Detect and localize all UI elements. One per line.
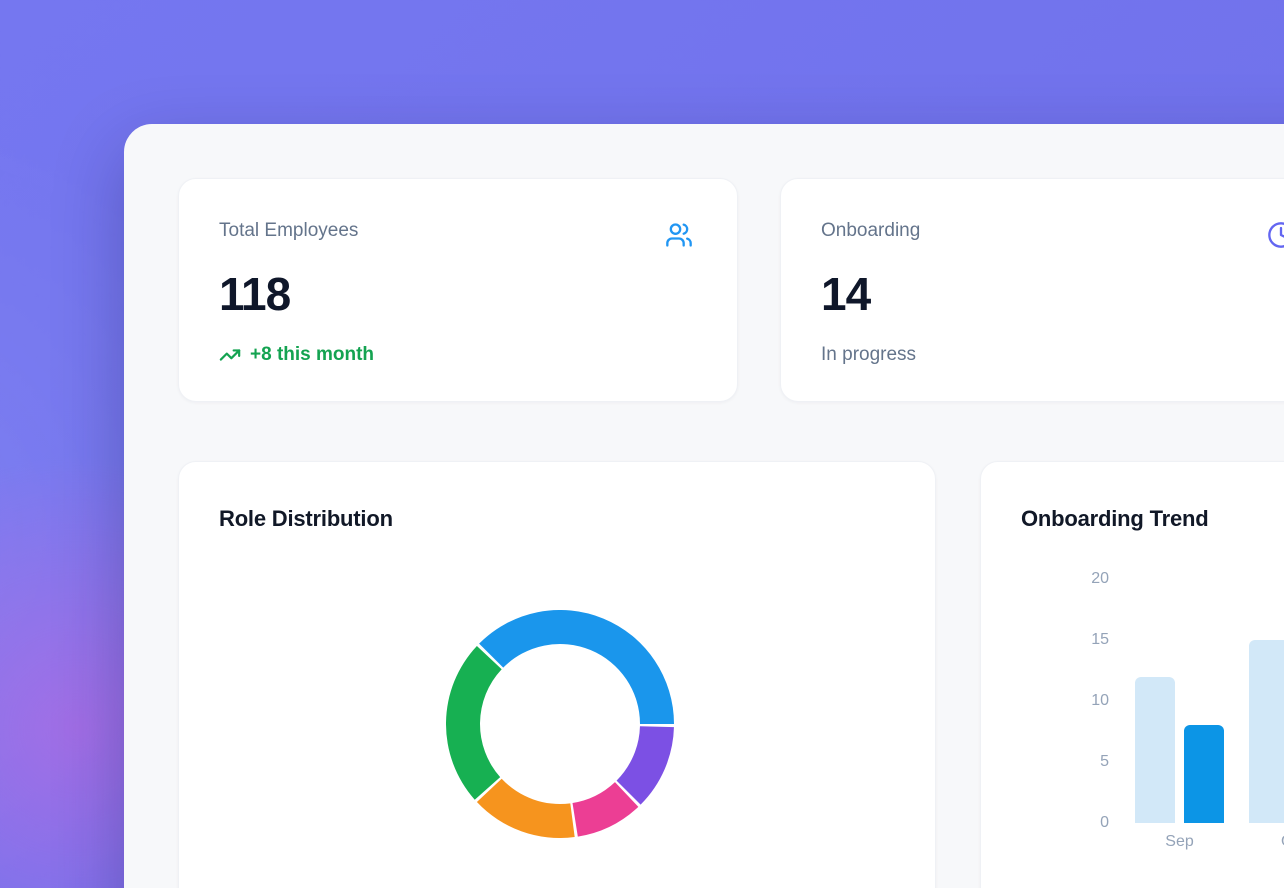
dashboard-panel: Total Employees 118 +8 this month bbox=[124, 124, 1284, 888]
bar-oct-series-light[interactable] bbox=[1249, 640, 1284, 823]
bar-sep-series-dark[interactable] bbox=[1184, 725, 1224, 823]
onboarding-status: In progress bbox=[821, 343, 1284, 367]
onboarding-trend-card: Onboarding Trend 0 5 10 15 20 Sep Oct bbox=[980, 461, 1284, 888]
y-axis-tick-0: 0 bbox=[1100, 814, 1109, 831]
y-axis-tick-10: 10 bbox=[1091, 692, 1109, 709]
y-axis-tick-15: 15 bbox=[1091, 631, 1109, 648]
onboarding-status-text: In progress bbox=[821, 344, 917, 365]
onboarding-label: Onboarding bbox=[821, 220, 921, 241]
bar-sep-series-light[interactable] bbox=[1135, 676, 1175, 823]
onboarding-trend-bar-chart: 0 5 10 15 20 Sep Oct bbox=[981, 462, 1284, 888]
total-employees-card: Total Employees 118 +8 this month bbox=[178, 178, 738, 402]
role-distribution-donut-chart bbox=[446, 610, 674, 838]
total-employees-card-header: Total Employees bbox=[219, 219, 697, 249]
trending-up-icon bbox=[219, 344, 241, 366]
onboarding-value: 14 bbox=[821, 268, 871, 320]
clock-icon bbox=[1267, 221, 1284, 249]
donut-segment-5[interactable] bbox=[446, 645, 502, 800]
onboarding-trend-title: Onboarding Trend bbox=[1021, 506, 1209, 531]
total-employees-value: 118 bbox=[219, 268, 291, 320]
y-axis-tick-20: 20 bbox=[1091, 570, 1109, 587]
y-axis-tick-5: 5 bbox=[1100, 753, 1109, 770]
donut-segment-4[interactable] bbox=[476, 778, 575, 838]
x-axis-label-oct: Oct bbox=[1249, 832, 1284, 852]
total-employees-delta: +8 this month bbox=[219, 343, 697, 367]
donut-segment-2[interactable] bbox=[616, 726, 674, 805]
total-employees-delta-text: +8 this month bbox=[250, 344, 375, 365]
donut-segment-3[interactable] bbox=[572, 782, 639, 837]
role-distribution-card: Role Distribution bbox=[178, 461, 936, 888]
total-employees-label: Total Employees bbox=[219, 220, 359, 241]
users-icon bbox=[665, 221, 693, 249]
onboarding-card: Onboarding 14 In progress bbox=[780, 178, 1284, 402]
role-distribution-title: Role Distribution bbox=[219, 506, 393, 531]
x-axis-label-sep: Sep bbox=[1165, 833, 1194, 850]
donut-segment-1[interactable] bbox=[479, 610, 674, 724]
onboarding-card-header: Onboarding bbox=[821, 219, 1284, 249]
